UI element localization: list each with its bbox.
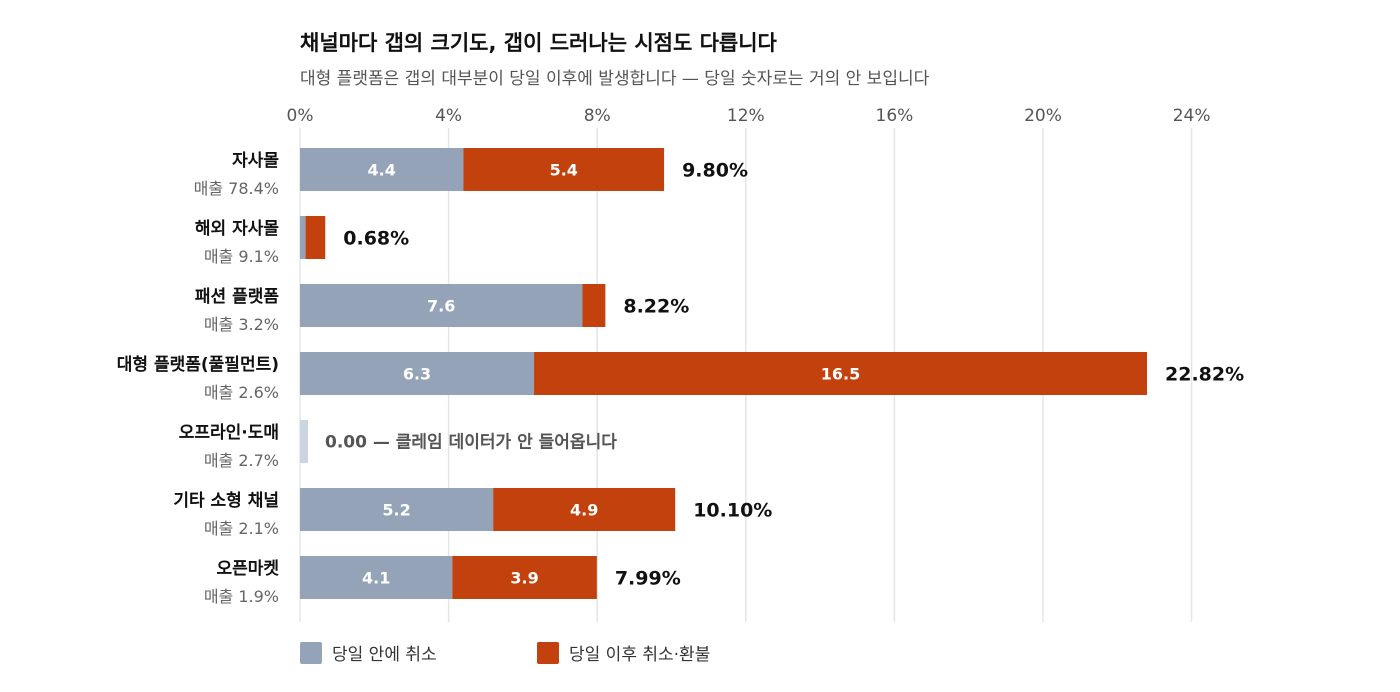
x-tick-label: 4% (435, 106, 462, 126)
bar-total-label: 0.68% (343, 228, 409, 250)
category-sublabel: 매출 78.4% (194, 179, 279, 198)
bar-segment-after-day (534, 352, 1148, 395)
legend: 당일 안에 취소 당일 이후 취소·환불 (300, 642, 710, 665)
bar-segment-same-day (300, 216, 306, 259)
bar-segment-same-day (300, 556, 453, 599)
bar-segment-after-day (305, 216, 326, 259)
legend-swatch (537, 642, 559, 664)
bar-total-label: 10.10% (693, 500, 772, 522)
no-data-annotation: 0.00 — 클레임 데이터가 안 들어옵니다 (325, 432, 617, 453)
legend-label: 당일 이후 취소·환불 (569, 645, 710, 665)
x-axis-ticks: 0% 4% 8% 12% 16% 20% 24% (287, 106, 1211, 126)
bar-total-label: 9.80% (682, 160, 748, 182)
category-sublabel: 매출 2.7% (204, 451, 279, 470)
category-label: 대형 플랫폼(풀필먼트) (117, 354, 279, 375)
category-sublabel: 매출 3.2% (204, 315, 279, 334)
x-tick-label: 0% (287, 106, 314, 126)
segment-value-label: 4.9 (570, 501, 598, 520)
bar-segment-same-day (300, 488, 494, 531)
bar-total-label: 22.82% (1165, 364, 1244, 386)
bar-segment-same-day (300, 284, 583, 327)
legend-label: 당일 안에 취소 (332, 645, 437, 665)
segment-value-label: 3.9 (510, 569, 538, 588)
segment-value-label: 16.5 (821, 365, 860, 384)
legend-swatch (300, 642, 322, 664)
category-label: 오프라인·도매 (179, 423, 279, 443)
segment-value-label: 5.2 (382, 501, 410, 520)
category-label: 해외 자사몰 (195, 219, 279, 239)
chart-title: 채널마다 갭의 크기도, 갭이 드러나는 시점도 다릅니다 (300, 31, 778, 55)
x-tick-label: 12% (727, 106, 765, 126)
segment-value-label: 6.3 (403, 365, 431, 384)
x-tick-label: 24% (1173, 106, 1211, 126)
segment-value-label: 4.4 (368, 161, 396, 180)
x-tick-label: 16% (876, 106, 914, 126)
x-tick-label: 20% (1024, 106, 1062, 126)
bar-segment-same-day (300, 148, 464, 191)
bar-segment-same-day (300, 352, 535, 395)
bars: 4.4 5.4 7.6 6.3 16.5 5.2 4.9 4.1 3.9 (300, 148, 1148, 599)
segment-value-label: 5.4 (550, 161, 578, 180)
segment-value-label: 7.6 (427, 297, 455, 316)
x-tick-label: 8% (584, 106, 611, 126)
bar-segment-after-day (582, 284, 606, 327)
category-sublabel: 매출 1.9% (204, 587, 279, 606)
chart-subtitle: 대형 플랫폼은 갭의 대부분이 당일 이후에 발생합니다 — 당일 숫자로는 거… (300, 69, 930, 89)
bar-segment-after-day (493, 488, 676, 531)
no-data-placeholder-bar (300, 420, 308, 463)
category-label: 오픈마켓 (216, 559, 279, 579)
category-label: 패션 플랫폼 (195, 287, 279, 307)
category-sublabel: 매출 2.6% (204, 383, 279, 402)
segment-value-label: 4.1 (362, 569, 390, 588)
bar-total-label: 8.22% (623, 296, 689, 318)
category-sublabel: 매출 2.1% (204, 519, 279, 538)
bar-segment-after-day (452, 556, 597, 599)
category-label: 기타 소형 채널 (173, 490, 279, 511)
category-sublabel: 매출 9.1% (204, 247, 279, 266)
bar-total-label: 7.99% (615, 568, 681, 590)
category-label: 자사몰 (232, 151, 279, 171)
bar-segment-after-day (463, 148, 665, 191)
